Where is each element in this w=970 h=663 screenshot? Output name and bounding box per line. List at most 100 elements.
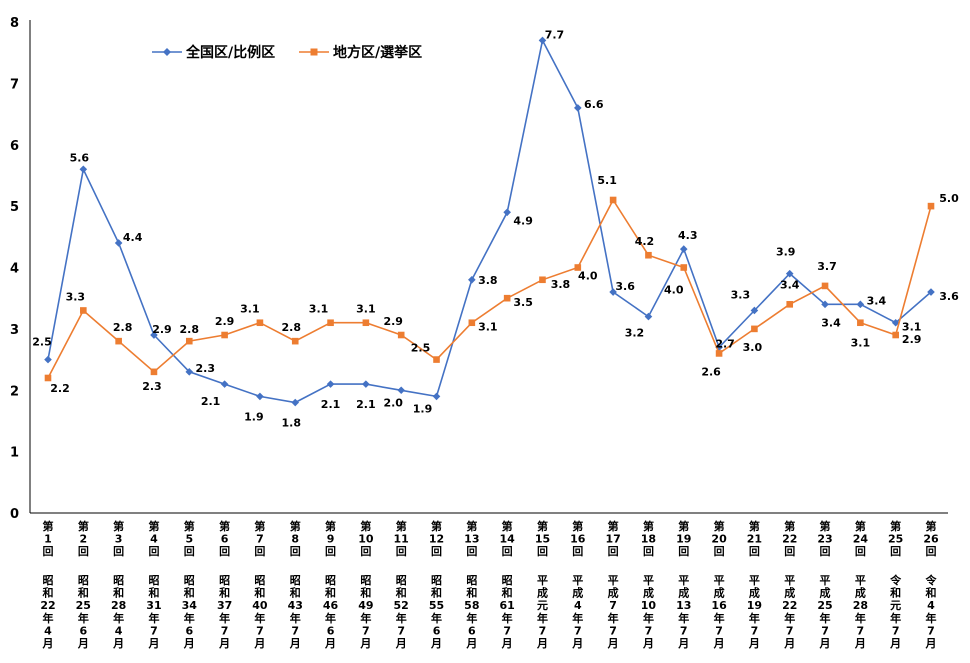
x-tick-text: 18: [641, 533, 656, 546]
x-tick-text: 19: [747, 599, 762, 612]
data-point-series-2: [115, 337, 122, 345]
data-label-series-2: 3.5: [513, 296, 533, 309]
x-tick-text: 37: [217, 599, 232, 612]
x-tick-text: 回: [431, 544, 442, 558]
x-tick-text: 平: [608, 574, 619, 587]
x-tick-text: 第: [113, 519, 124, 533]
data-point-series-2: [185, 337, 193, 345]
data-label-series-2: 3.1: [309, 303, 329, 316]
x-tick-text: 7: [680, 624, 688, 637]
x-tick-text: 第: [78, 519, 89, 533]
x-tick-text: 年: [714, 611, 725, 625]
x-tick-text: 月: [395, 637, 407, 650]
data-label-series-2: 2.8: [113, 321, 133, 334]
data-label-series-2: 3.3: [66, 290, 86, 303]
x-tick-text: 月: [713, 637, 725, 650]
x-tick-text: 13: [676, 599, 691, 612]
x-tick-text: 年: [820, 611, 831, 625]
data-point-series-2: [927, 202, 935, 210]
x-tick-text: 昭: [360, 574, 371, 587]
data-point-series-2: [503, 294, 511, 302]
x-tick-text: 平: [572, 574, 583, 587]
x-tick-text: 4: [115, 624, 123, 637]
data-label-series-2: 3.8: [551, 278, 571, 291]
x-tick-text: 23: [817, 533, 832, 546]
x-tick-text: 回: [43, 544, 54, 558]
x-tick-text: 和: [396, 586, 407, 600]
x-tick-text: 月: [42, 637, 54, 650]
x-tick-text: 16: [711, 599, 727, 612]
data-label-series-2: 3.1: [478, 321, 498, 334]
data-label-series-2: 3.7: [817, 260, 837, 273]
x-tick-text: 第: [890, 519, 901, 533]
data-point-series-1: [609, 288, 617, 296]
x-tick-text: 和: [254, 586, 265, 600]
data-point-series-1: [679, 245, 688, 253]
data-point-series-2: [362, 319, 370, 327]
x-tick-text: 43: [288, 599, 303, 612]
x-tick-text: 平: [820, 574, 831, 587]
x-tick-text: 回: [325, 544, 336, 558]
x-tick-text: 22: [40, 599, 55, 612]
data-label-series-2: 4.2: [635, 235, 655, 248]
data-label-series-1: 3.1: [902, 321, 922, 334]
x-tick-text: 年: [926, 611, 937, 625]
x-tick-text: 昭: [219, 574, 230, 587]
data-point-series-1: [397, 386, 405, 395]
y-tick-label: 7: [10, 77, 19, 92]
data-point-series-1: [362, 380, 370, 388]
x-tick-text: 17: [605, 533, 620, 546]
data-label-series-2: 2.2: [50, 382, 70, 395]
x-tick-text: 第: [678, 519, 689, 533]
x-tick-text: 7: [609, 599, 617, 612]
x-tick-text: 7: [751, 624, 759, 637]
x-tick-text: 回: [855, 544, 866, 558]
data-label-series-2: 2.6: [701, 365, 721, 378]
x-tick-text: 回: [784, 544, 795, 558]
legend: 全国区/比例区 地方区/選挙区: [152, 44, 422, 61]
x-tick-text: 31: [146, 599, 161, 612]
data-point-series-2: [44, 374, 52, 382]
x-tick-text: 年: [43, 611, 54, 625]
series-2: [44, 196, 935, 382]
x-tick-text: 昭: [43, 574, 54, 587]
data-point-series-2: [256, 319, 264, 327]
x-tick-text: 平: [855, 574, 866, 587]
data-label-series-1: 2.5: [32, 336, 52, 349]
data-label-series-2: 2.3: [142, 380, 162, 393]
x-tick-text: 20: [711, 533, 727, 546]
x-tick-text: 回: [749, 544, 760, 558]
y-tick-label: 0: [10, 507, 19, 522]
x-tick-text: 24: [853, 533, 869, 546]
x-tick-text: 7: [150, 624, 158, 637]
data-label-series-1: 4.9: [513, 214, 533, 227]
data-point-series-1: [326, 380, 335, 388]
x-tick-text: 成: [749, 586, 760, 600]
data-point-series-2: [327, 319, 334, 327]
x-tick-text: 月: [748, 637, 760, 650]
x-tick-text: 和: [360, 586, 371, 600]
x-tick-text: 7: [221, 624, 229, 637]
data-point-series-2: [892, 331, 899, 339]
x-tick-text: 第: [855, 519, 866, 533]
x-tick-text: 年: [290, 611, 301, 625]
x-tick-text: 第: [325, 519, 336, 533]
data-point-series-2: [291, 337, 299, 345]
data-point-series-2: [539, 276, 546, 284]
x-tick-text: 和: [43, 586, 54, 600]
x-tick-text: 昭: [184, 574, 195, 587]
x-tick-text: 2: [79, 533, 87, 546]
x-tick-text: 10: [358, 533, 374, 546]
x-tick-text: 月: [536, 637, 548, 650]
x-tick-text: 月: [218, 637, 230, 650]
x-tick-text: 第: [784, 519, 795, 533]
x-tick-text: 年: [608, 611, 619, 625]
x-tick-text: 成: [855, 586, 866, 600]
x-tick-text: 年: [254, 611, 265, 625]
data-label-series-2: 3.1: [356, 303, 376, 316]
